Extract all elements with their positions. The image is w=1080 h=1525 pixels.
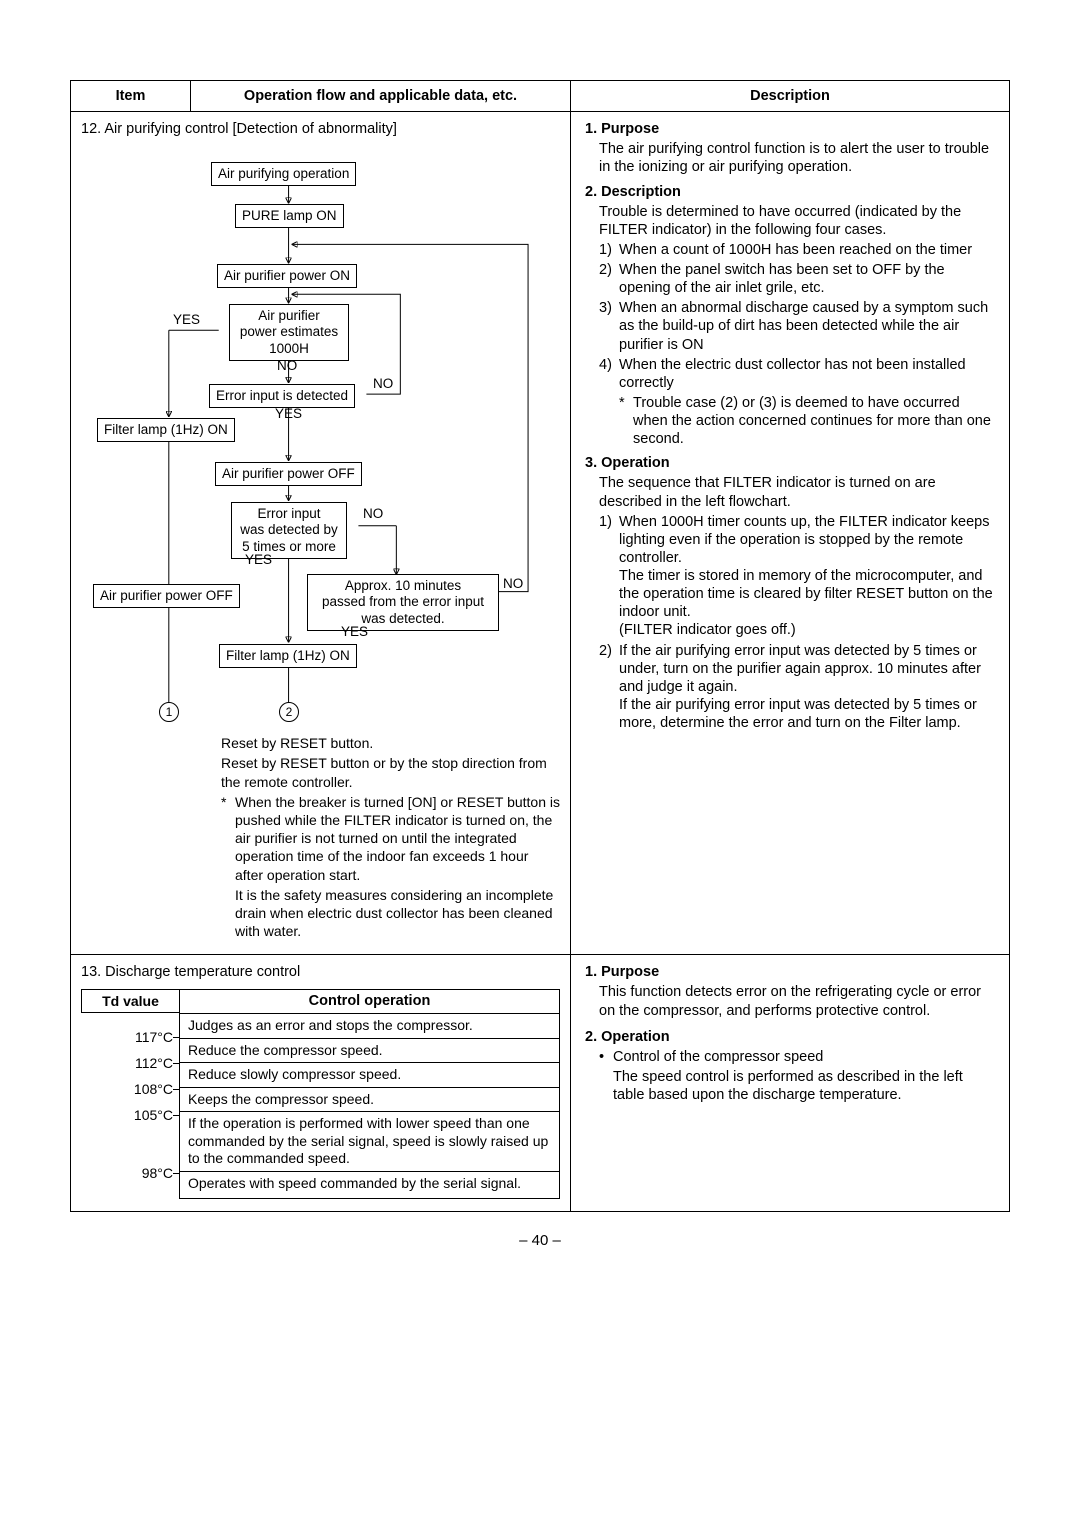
s12-purpose-h: 1. Purpose: [585, 120, 995, 138]
s12-purpose-text: The air purifying control function is to…: [585, 140, 995, 176]
op-row-3: Reduce slowly compressor speed.: [180, 1063, 559, 1088]
note-2: Reset by RESET button or by the stop dir…: [221, 754, 560, 790]
s12-desc-li1-text: When a count of 1000H has been reached o…: [619, 242, 972, 258]
op-row-6: Operates with speed commanded by the ser…: [180, 1172, 559, 1196]
circled-1: 1: [159, 702, 179, 722]
header-flow: Operation flow and applicable data, etc.: [191, 81, 571, 111]
flow-node-10min-text: Approx. 10 minutespassed from the error …: [322, 578, 484, 625]
td-val-2: 112°C: [135, 1055, 173, 1073]
note-1: Reset by RESET button.: [221, 734, 560, 752]
td-table: Td value 117°C 112°C 108°C 105°C 98°C: [81, 989, 560, 1199]
flow-node-1000h: Air purifierpower estimates1000H: [229, 304, 349, 361]
section-12: 12. Air purifying control [Detection of …: [71, 112, 1009, 955]
op-row-2: Reduce the compressor speed.: [180, 1039, 559, 1064]
note-2-text: Reset by RESET button or by the stop dir…: [221, 755, 547, 789]
flow-node-power-off-left: Air purifier power OFF: [93, 584, 240, 608]
flow-node-5times-text: Error inputwas detected by5 times or mor…: [240, 506, 338, 553]
s13-op-body: Control of the compressor speed The spee…: [585, 1048, 995, 1104]
label-yes: YES: [173, 312, 200, 328]
flow-node-operation: Air purifying operation: [211, 162, 356, 186]
s12-op-li1a: When 1000H timer counts up, the FILTER i…: [619, 514, 989, 566]
note-3-text: When the breaker is turned [ON] or RESET…: [235, 794, 560, 883]
label-no: NO: [363, 506, 383, 522]
s12-op-li2: 2) If the air purifying error input was …: [599, 642, 995, 733]
note-1-text: Reset by RESET button.: [221, 735, 373, 751]
td-val-5: 98°C: [142, 1165, 173, 1183]
s12-op-h: 3. Operation: [585, 454, 995, 472]
s13-op-text: The speed control is performed as descri…: [599, 1068, 995, 1104]
header-desc: Description: [571, 81, 1009, 111]
label-no: NO: [373, 376, 393, 392]
flow-node-filter-lamp-left: Filter lamp (1Hz) ON: [97, 418, 235, 442]
s13-purpose-h: 1. Purpose: [585, 963, 995, 981]
label-no: NO: [277, 358, 297, 374]
section-13-title: 13. Discharge temperature control: [81, 963, 560, 981]
table-header-row: Item Operation flow and applicable data,…: [71, 81, 1009, 112]
s12-op-li2b: If the air purifying error input was det…: [619, 697, 977, 731]
td-values: 117°C 112°C 108°C 105°C 98°C: [81, 1013, 179, 1199]
section-12-left: 12. Air purifying control [Detection of …: [71, 112, 571, 954]
flow-node-error-detected: Error input is detected: [209, 384, 355, 408]
td-val-3: 108°C: [134, 1081, 173, 1099]
flow-node-10min: Approx. 10 minutespassed from the error …: [307, 574, 499, 631]
s12-desc-li1: 1)When a count of 1000H has been reached…: [599, 241, 995, 259]
s12-desc-h: 2. Description: [585, 183, 995, 201]
flow-node-pure-lamp: PURE lamp ON: [235, 204, 344, 228]
note-4-text: It is the safety measures considering an…: [235, 887, 553, 939]
s12-op-li2a: If the air purifying error input was det…: [619, 643, 981, 695]
flowchart-12: Air purifying operation PURE lamp ON Air…: [81, 144, 560, 724]
s12-op-li1b: The timer is stored in memory of the mic…: [619, 568, 993, 620]
circled-2: 2: [279, 702, 299, 722]
s12-op-li1: 1) When 1000H timer counts up, the FILTE…: [599, 513, 995, 640]
td-labels-col: Td value 117°C 112°C 108°C 105°C 98°C: [81, 989, 179, 1199]
op-header: Control operation: [180, 990, 559, 1014]
td-val-1: 117°C: [135, 1029, 173, 1047]
s13-op-h: 2. Operation: [585, 1028, 995, 1046]
flow-node-5times: Error inputwas detected by5 times or mor…: [231, 502, 347, 559]
s12-desc-li2: 2)When the panel switch has been set to …: [599, 261, 995, 297]
s12-desc-li4: 4)When the electric dust collector has n…: [599, 356, 995, 449]
op-row-5: If the operation is performed with lower…: [180, 1112, 559, 1172]
section-12-notes: Reset by RESET button. Reset by RESET bu…: [81, 734, 560, 940]
td-val-4: 105°C: [134, 1107, 173, 1125]
page-number: – 40 –: [70, 1232, 1010, 1251]
label-yes: YES: [245, 552, 272, 568]
label-no: NO: [503, 576, 523, 592]
s12-desc-li4-star: Trouble case (2) or (3) is deemed to hav…: [619, 394, 995, 448]
content-table: Item Operation flow and applicable data,…: [70, 80, 1010, 1212]
flow-node-1000h-text: Air purifierpower estimates1000H: [240, 308, 338, 355]
section-13-right: 1. Purpose This function detects error o…: [571, 955, 1009, 1211]
s12-desc-li4-star-text: Trouble case (2) or (3) is deemed to hav…: [633, 395, 991, 447]
s13-purpose-text: This function detects error on the refri…: [585, 983, 995, 1019]
note-4: It is the safety measures considering an…: [221, 886, 560, 941]
flow-node-power-on: Air purifier power ON: [217, 264, 357, 288]
op-row-1: Judges as an error and stops the compres…: [180, 1014, 559, 1039]
page: Item Operation flow and applicable data,…: [0, 0, 1080, 1291]
s12-desc-li4-text: When the electric dust collector has not…: [619, 357, 966, 391]
s12-desc-li2-text: When the panel switch has been set to OF…: [619, 262, 945, 296]
label-yes: YES: [341, 624, 368, 640]
s12-desc-list: 1)When a count of 1000H has been reached…: [585, 241, 995, 448]
section-13-left: 13. Discharge temperature control Td val…: [71, 955, 571, 1211]
note-3: When the breaker is turned [ON] or RESET…: [221, 793, 560, 884]
section-13: 13. Discharge temperature control Td val…: [71, 955, 1009, 1211]
s12-op-li1c: (FILTER indicator goes off.): [619, 622, 796, 638]
td-header: Td value: [81, 989, 179, 1013]
section-12-title: 12. Air purifying control [Detection of …: [81, 120, 560, 138]
s12-desc-li3-text: When an abnormal discharge caused by a s…: [619, 300, 988, 352]
section-12-right: 1. Purpose The air purifying control fun…: [571, 112, 1009, 954]
flow-node-power-off: Air purifier power OFF: [215, 462, 362, 486]
flow-node-filter-lamp-bottom: Filter lamp (1Hz) ON: [219, 644, 357, 668]
s12-desc-li3: 3)When an abnormal discharge caused by a…: [599, 299, 995, 353]
s12-desc-text: Trouble is determined to have occurred (…: [585, 203, 995, 239]
s12-op-text: The sequence that FILTER indicator is tu…: [585, 474, 995, 510]
s13-op-bullet: Control of the compressor speed: [599, 1048, 995, 1066]
label-yes: YES: [275, 406, 302, 422]
td-ops-col: Control operation Judges as an error and…: [179, 989, 560, 1199]
header-item: Item: [71, 81, 191, 111]
op-row-4: Keeps the compressor speed.: [180, 1088, 559, 1113]
s12-op-list: 1) When 1000H timer counts up, the FILTE…: [585, 513, 995, 733]
